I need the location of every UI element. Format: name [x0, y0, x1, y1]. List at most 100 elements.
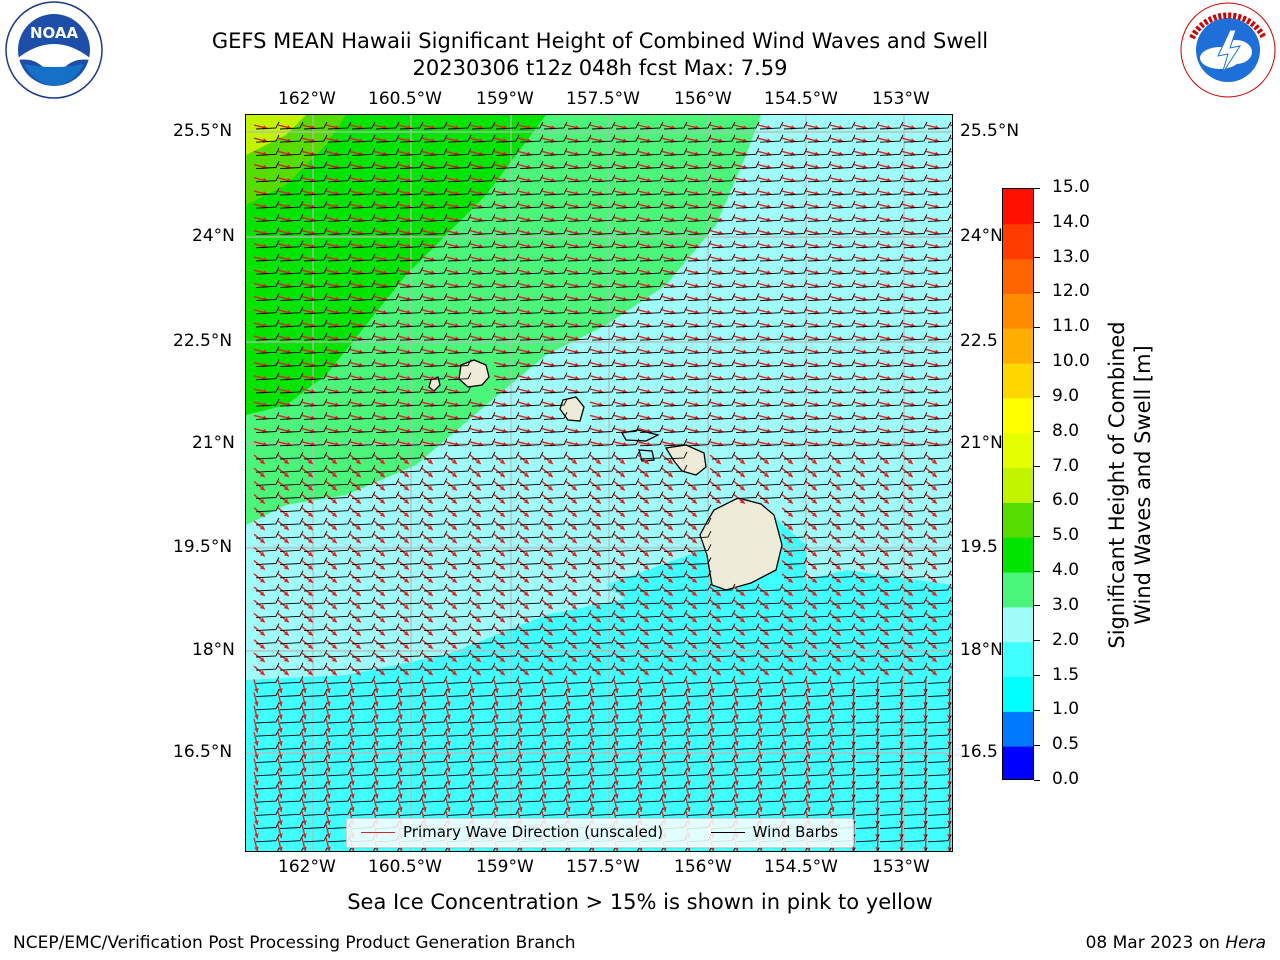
wind-barb [855, 530, 880, 539]
wave-direction-arrowhead [883, 617, 889, 623]
wind-barb [471, 689, 496, 698]
wind-barb [519, 728, 544, 737]
wind-barb [543, 438, 568, 447]
wind-barb [831, 385, 856, 394]
wave-direction-arrowhead [259, 617, 265, 623]
wind-barb [255, 557, 280, 566]
wind-barb [399, 610, 424, 618]
wave-direction-arrowhead [547, 485, 553, 491]
wind-barb [567, 583, 592, 592]
wind-barb [687, 530, 712, 539]
wind-barb [279, 596, 304, 605]
wind-barb [927, 280, 952, 288]
wind-barb [735, 610, 760, 618]
wind-barb [399, 662, 424, 671]
wind-barb [615, 755, 640, 764]
wind-barb [783, 808, 808, 816]
wave-direction-arrowhead [470, 806, 475, 812]
wave-direction-arrowhead [518, 740, 523, 746]
wind-barb [951, 405, 952, 407]
wave-direction-arrowhead [758, 714, 763, 720]
wind-barb [399, 200, 424, 209]
wind-barb [711, 808, 736, 816]
wave-direction-arrowhead [595, 538, 601, 544]
wind-barb [255, 134, 280, 143]
wind-barb [879, 610, 904, 618]
wave-direction-arrowhead [883, 498, 889, 504]
wind-barb [375, 517, 400, 526]
wind-barb [375, 649, 400, 658]
wave-direction-arrowhead [571, 459, 577, 464]
wind-barb [927, 240, 952, 249]
wind-barb [903, 134, 928, 143]
wind-barb [951, 128, 952, 129]
wind-barb [855, 821, 880, 830]
wind-barb [615, 121, 640, 130]
wind-barb [399, 676, 424, 684]
wind-barb [879, 781, 904, 790]
wave-direction-arrowhead [374, 727, 379, 733]
wind-barb [711, 398, 736, 407]
wind-barb [351, 280, 376, 288]
wind-barb [663, 662, 688, 671]
wind-barb [591, 504, 616, 513]
wind-barb [447, 728, 472, 737]
wind-barb [591, 557, 616, 566]
wind-barb [951, 656, 952, 657]
wave-direction-arrowhead [494, 806, 499, 812]
wind-barb [471, 121, 496, 130]
wave-direction-arrowhead [643, 604, 649, 610]
wind-barb [783, 332, 808, 341]
wind-barb [615, 280, 640, 288]
wind-barb [615, 781, 640, 790]
wind-barb [375, 372, 400, 381]
wave-direction-arrowhead [638, 754, 643, 759]
wave-direction-arrowhead [782, 740, 787, 746]
wave-direction-arrowhead [446, 793, 451, 799]
wave-direction-arrow [949, 467, 952, 471]
wave-direction-arrowhead [470, 688, 475, 693]
wave-direction-arrowhead [566, 740, 571, 746]
wind-barb [783, 148, 808, 156]
wave-direction-arrowhead [475, 578, 481, 583]
wind-barb [399, 544, 424, 552]
wind-barb [711, 768, 736, 777]
wind-barb [855, 728, 880, 737]
wave-direction-arrowhead [427, 657, 433, 662]
wind-barb [447, 253, 472, 262]
wind-barb [567, 372, 592, 381]
wind-barb [735, 240, 760, 249]
wave-direction-arrowhead [547, 630, 553, 636]
wave-direction-arrow [422, 850, 423, 851]
wind-barb [615, 676, 640, 684]
wind-barb [831, 491, 856, 500]
wind-barb [639, 161, 664, 170]
wind-barb [327, 728, 352, 737]
wind-barb [735, 451, 760, 460]
wind-barb [447, 293, 472, 302]
wind-barb [495, 464, 520, 473]
wind-barb [423, 636, 448, 645]
wind-barb [495, 438, 520, 447]
island-kauai [458, 359, 490, 388]
wind-barb [255, 200, 280, 209]
wind-barb [495, 174, 520, 183]
wind-barb [831, 649, 856, 658]
wind-barb [951, 352, 952, 354]
wave-direction-arrowhead [715, 459, 721, 464]
wave-direction-arrowhead [499, 630, 505, 636]
wave-direction-arrowhead [422, 754, 427, 759]
wind-barb [591, 623, 616, 632]
wind-barb [903, 121, 928, 130]
wave-direction-arrowhead [758, 754, 763, 759]
wind-barb [639, 808, 664, 816]
wind-barb [663, 451, 688, 460]
wind-barb [567, 240, 592, 249]
wind-barb [687, 346, 712, 354]
wave-direction-arrowhead [571, 670, 577, 676]
wind-barb [903, 200, 928, 209]
wind-barb [471, 570, 496, 579]
wind-barb [303, 372, 328, 381]
wind-barb [303, 214, 328, 222]
wind-barb [663, 227, 688, 236]
